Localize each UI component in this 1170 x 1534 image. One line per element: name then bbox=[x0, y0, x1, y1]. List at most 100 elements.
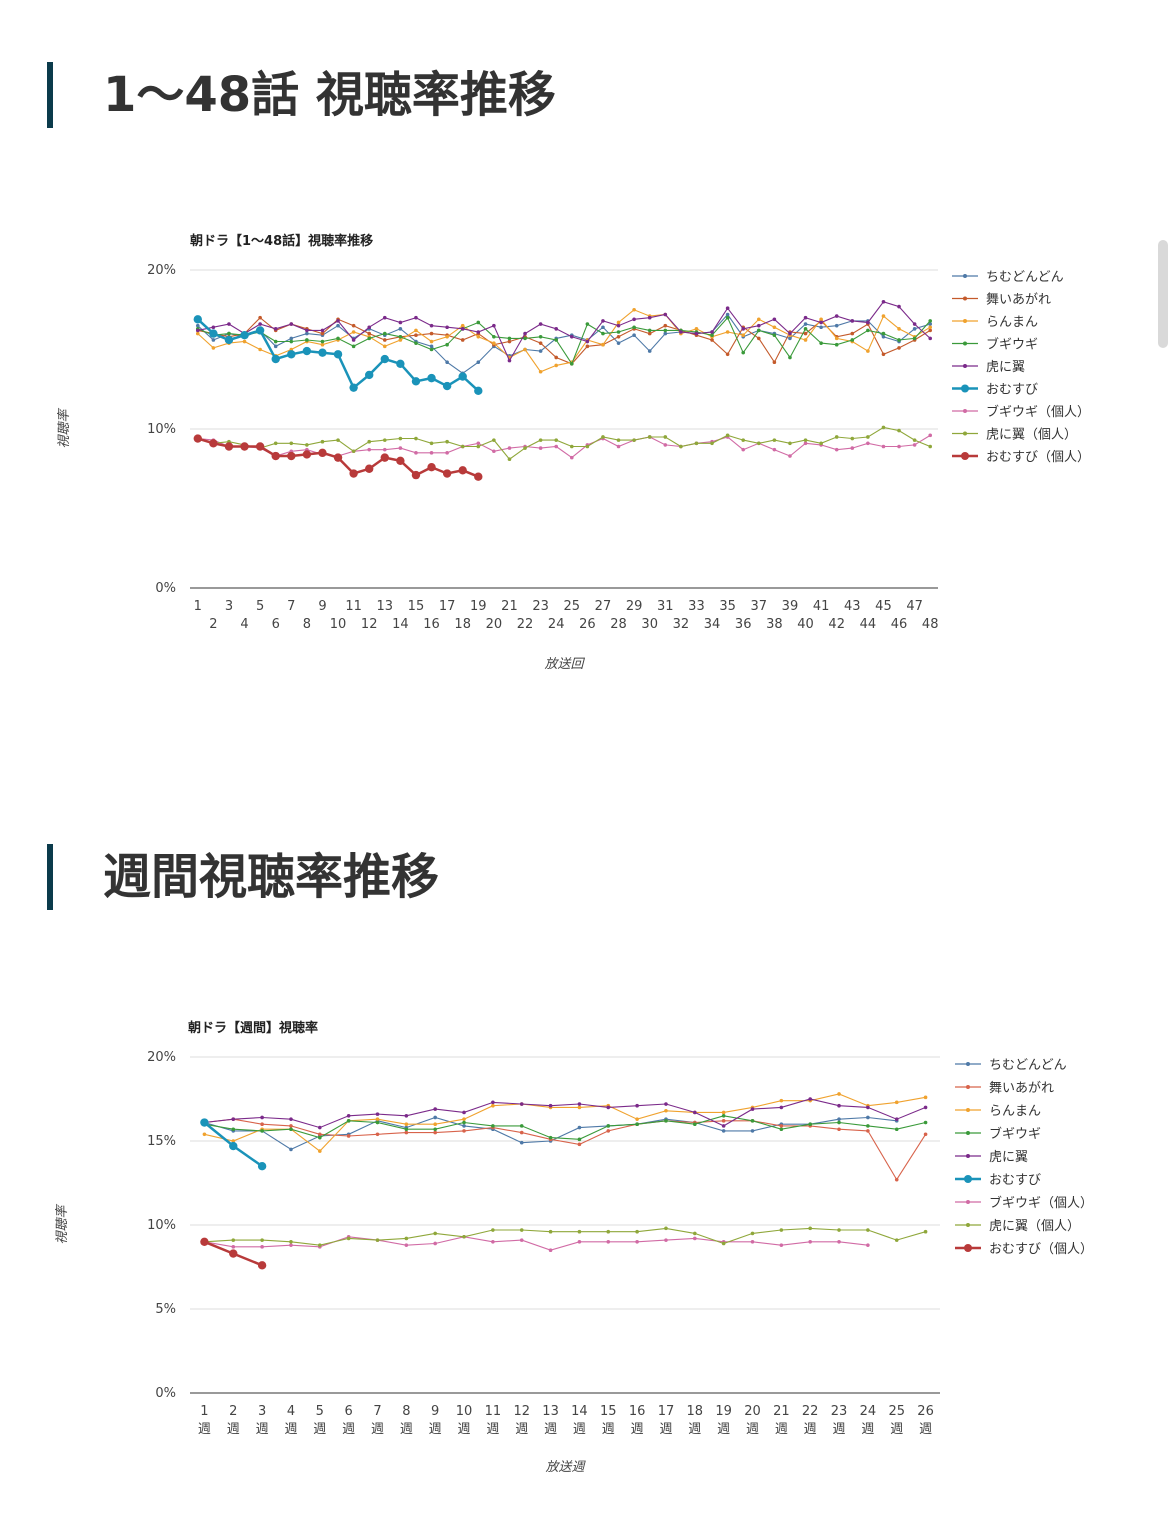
x-tick-label: 40 bbox=[797, 617, 814, 632]
data-point bbox=[693, 1236, 697, 1241]
data-point bbox=[837, 1103, 841, 1108]
data-point bbox=[476, 441, 481, 446]
data-point bbox=[585, 344, 590, 349]
data-point bbox=[897, 338, 901, 342]
legend-marker bbox=[966, 1154, 970, 1158]
data-point bbox=[398, 320, 403, 325]
legend-marker bbox=[964, 1175, 972, 1183]
data-point bbox=[318, 1132, 322, 1137]
data-point bbox=[601, 435, 605, 439]
data-point bbox=[318, 1135, 322, 1140]
data-point bbox=[866, 441, 870, 446]
x-tick-label: 32 bbox=[673, 617, 690, 632]
legend-marker bbox=[966, 1223, 970, 1227]
data-point bbox=[382, 447, 387, 452]
data-point bbox=[788, 441, 792, 446]
data-point bbox=[519, 1140, 524, 1145]
data-point bbox=[837, 1120, 841, 1125]
data-point bbox=[414, 333, 418, 337]
data-point bbox=[398, 338, 403, 342]
data-point bbox=[554, 444, 559, 449]
legend-label: 虎に翼（個人） bbox=[989, 1219, 1080, 1234]
data-point bbox=[382, 344, 387, 349]
series-line bbox=[197, 301, 931, 362]
data-point bbox=[398, 446, 403, 450]
data-point bbox=[819, 441, 823, 446]
x-tick-unit: 週 bbox=[919, 1422, 932, 1437]
data-point bbox=[834, 314, 839, 318]
data-point bbox=[445, 360, 449, 365]
data-point bbox=[928, 319, 933, 323]
x-tick-label: 15 bbox=[408, 599, 425, 614]
legend-label: 虎に翼 bbox=[986, 360, 1025, 375]
y-tick-label: 10% bbox=[147, 1218, 176, 1233]
data-point bbox=[318, 448, 327, 458]
data-point bbox=[756, 323, 761, 328]
legend-marker bbox=[963, 319, 967, 323]
data-point bbox=[445, 451, 449, 455]
x-tick-unit: 週 bbox=[227, 1422, 240, 1437]
data-point bbox=[663, 435, 668, 439]
data-point bbox=[257, 1162, 267, 1171]
x-tick-label: 20 bbox=[744, 1404, 761, 1419]
page-scrollbar[interactable] bbox=[1158, 240, 1168, 348]
legend-label: ブギウギ bbox=[989, 1126, 1041, 1142]
y-tick-label: 5% bbox=[155, 1302, 176, 1317]
data-point bbox=[928, 336, 933, 341]
data-point bbox=[414, 436, 418, 441]
data-point bbox=[429, 323, 434, 328]
y-tick-label: 0% bbox=[155, 1386, 176, 1401]
data-point bbox=[606, 1240, 611, 1244]
data-point bbox=[289, 1124, 293, 1128]
x-tick-label: 22 bbox=[802, 1404, 819, 1419]
data-point bbox=[721, 1124, 726, 1128]
data-point bbox=[664, 1108, 668, 1113]
data-point bbox=[866, 1243, 870, 1247]
data-point bbox=[866, 435, 870, 439]
data-point bbox=[289, 339, 294, 344]
data-point bbox=[725, 312, 730, 317]
series-line bbox=[197, 316, 931, 365]
data-point bbox=[928, 325, 933, 330]
data-point bbox=[404, 1127, 409, 1132]
data-point bbox=[585, 339, 590, 344]
data-point bbox=[404, 1130, 409, 1135]
data-point bbox=[601, 319, 605, 323]
data-point bbox=[273, 344, 278, 349]
data-point bbox=[476, 444, 481, 449]
x-tick-unit: 週 bbox=[458, 1422, 471, 1437]
data-point bbox=[404, 1243, 409, 1247]
data-point bbox=[632, 438, 636, 442]
data-point bbox=[663, 443, 668, 447]
x-tick-unit: 週 bbox=[775, 1422, 788, 1437]
data-point bbox=[554, 363, 559, 368]
data-point bbox=[850, 331, 855, 336]
data-point bbox=[808, 1226, 812, 1231]
data-point bbox=[601, 325, 605, 330]
data-point bbox=[349, 469, 358, 478]
x-tick-label: 38 bbox=[766, 617, 783, 632]
data-point bbox=[721, 1119, 726, 1123]
data-point bbox=[462, 1234, 466, 1239]
data-point bbox=[257, 1261, 267, 1270]
data-point bbox=[396, 359, 405, 369]
data-point bbox=[289, 1147, 293, 1152]
data-point bbox=[375, 1117, 380, 1121]
data-point bbox=[333, 350, 343, 359]
data-point bbox=[554, 438, 559, 442]
data-point bbox=[289, 1240, 293, 1244]
data-point bbox=[664, 1226, 668, 1231]
data-point bbox=[227, 322, 231, 326]
data-point bbox=[923, 1095, 928, 1100]
data-point bbox=[772, 325, 777, 330]
data-point bbox=[411, 470, 421, 480]
data-point bbox=[380, 453, 389, 462]
x-axis-label: 放送週 bbox=[545, 1460, 586, 1475]
data-point bbox=[492, 323, 496, 328]
data-point bbox=[616, 323, 621, 328]
data-point bbox=[195, 331, 200, 336]
x-tick-label: 18 bbox=[687, 1404, 704, 1419]
data-point bbox=[365, 370, 374, 380]
x-tick-label: 15 bbox=[600, 1404, 617, 1419]
data-point bbox=[492, 341, 496, 345]
